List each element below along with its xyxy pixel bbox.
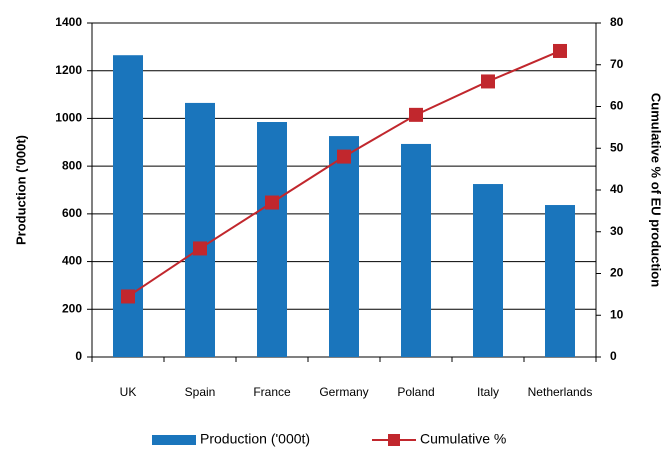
bar: [545, 205, 575, 357]
y-tick-label: 1000: [55, 111, 82, 125]
bar: [401, 143, 431, 357]
y2-tick-label: 70: [610, 57, 624, 71]
y2-tick-label: 80: [610, 15, 624, 29]
y2-tick-label: 10: [610, 307, 624, 321]
bar: [185, 102, 215, 358]
y2-axis-title: Cumulative % of EU production: [649, 93, 664, 287]
bar: [257, 122, 287, 357]
x-tick-label: Italy: [477, 385, 499, 399]
y2-tick-label: 40: [610, 182, 624, 196]
x-tick-label: Germany: [319, 385, 368, 399]
x-tick-label: UK: [120, 385, 137, 399]
marker: [337, 149, 351, 164]
marker: [409, 107, 423, 122]
marker: [265, 195, 279, 210]
y-tick-label: 400: [62, 254, 82, 268]
bar: [113, 55, 143, 357]
legend-label: Cumulative %: [420, 431, 506, 447]
y-axis-title: Production ('000t): [13, 135, 28, 245]
bar: [473, 184, 503, 357]
y2-tick-label: 30: [610, 224, 624, 238]
legend-swatch: [152, 435, 196, 445]
y2-tick-label: 20: [610, 266, 624, 280]
y-tick-label: 600: [62, 206, 82, 220]
x-tick-label: France: [253, 385, 291, 399]
legend-swatch: [388, 434, 400, 446]
y-tick-label: 800: [62, 158, 82, 172]
marker: [553, 43, 567, 58]
y2-tick-label: 60: [610, 99, 624, 113]
y-tick-label: 1400: [55, 15, 82, 29]
x-tick-label: Netherlands: [528, 385, 593, 399]
x-tick-label: Spain: [185, 385, 216, 399]
y-tick-label: 1200: [55, 63, 82, 77]
marker: [481, 74, 495, 89]
legend-label: Production ('000t): [200, 431, 310, 447]
y-tick-label: 0: [75, 349, 82, 363]
y2-tick-label: 0: [610, 349, 617, 363]
x-tick-label: Poland: [397, 385, 434, 399]
y-tick-label: 200: [62, 301, 82, 315]
marker: [121, 289, 135, 304]
marker: [193, 241, 207, 256]
y2-tick-label: 50: [610, 140, 624, 154]
bar: [329, 136, 359, 357]
